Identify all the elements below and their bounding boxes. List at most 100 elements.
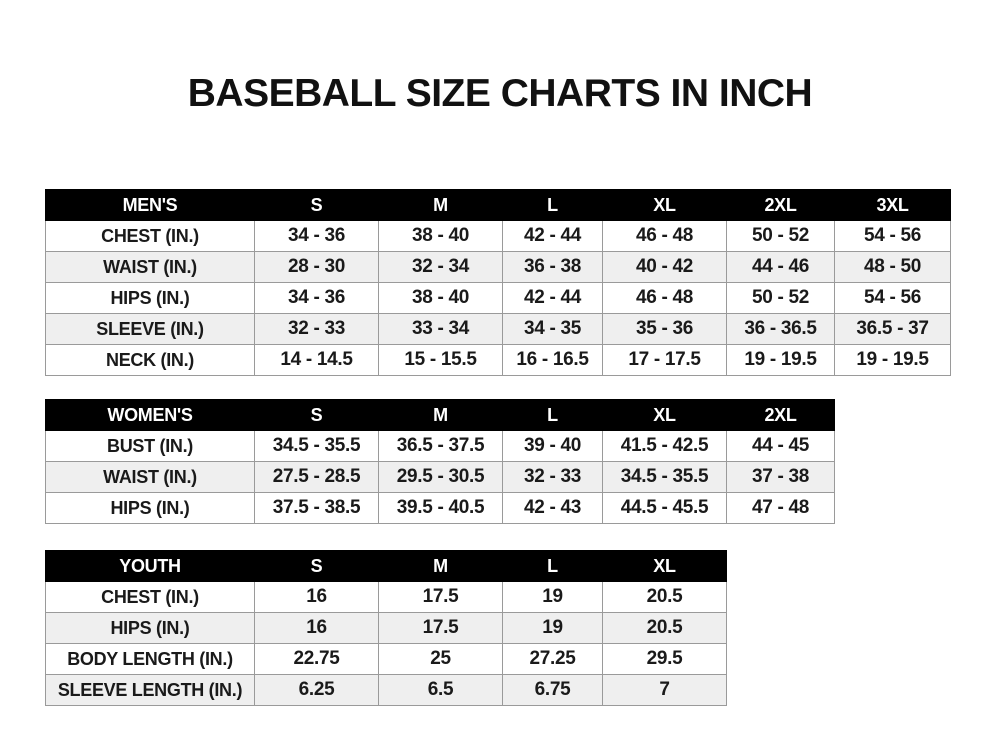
size-value-cell: 16 - 16.5 [502,344,603,376]
size-value-cell: 36.5 - 37.5 [378,430,503,462]
size-value-cell: 34 - 36 [254,220,379,252]
size-value-cell: 42 - 43 [502,492,603,524]
size-value-cell: 39 - 40 [502,430,603,462]
size-value-cell: 54 - 56 [834,282,951,314]
size-value-cell: 19 - 19.5 [834,344,951,376]
table-row: CHEST (IN.) 16 17.5 19 20.5 [45,581,727,613]
size-column-header: XL [602,550,727,582]
size-value-cell: 44 - 45 [726,430,835,462]
measurement-label: HIPS (IN.) [45,612,255,644]
size-value-cell: 20.5 [602,612,727,644]
size-value-cell: 19 [502,612,603,644]
measurement-label: HIPS (IN.) [45,282,255,314]
size-value-cell: 42 - 44 [502,220,603,252]
size-column-header: XL [602,399,727,431]
size-value-cell: 17.5 [378,581,503,613]
size-value-cell: 25 [378,643,503,675]
size-column-header: M [378,550,503,582]
size-value-cell: 36 - 38 [502,251,603,283]
measurement-label: CHEST (IN.) [45,581,255,613]
size-value-cell: 20.5 [602,581,727,613]
size-value-cell: 44.5 - 45.5 [602,492,727,524]
size-value-cell: 6.5 [378,674,503,706]
header-row: WOMEN'S S M L XL 2XL [45,399,835,431]
measurement-label: WAIST (IN.) [45,461,255,493]
measurement-label: NECK (IN.) [45,344,255,376]
table-row: BUST (IN.) 34.5 - 35.5 36.5 - 37.5 39 - 40 4… [45,430,835,462]
size-value-cell: 38 - 40 [378,220,503,252]
size-value-cell: 46 - 48 [602,282,727,314]
measurement-label: WAIST (IN.) [45,251,255,283]
size-value-cell: 16 [254,581,379,613]
table-row: SLEEVE LENGTH (IN.) 6.25 6.5 6.75 7 [45,674,727,706]
table-row: BODY LENGTH (IN.) 22.75 25 27.25 29.5 [45,643,727,675]
size-column-header: XL [602,189,727,221]
size-value-cell: 37.5 - 38.5 [254,492,379,524]
header-row: YOUTH S M L XL [45,550,727,582]
table-row: NECK (IN.) 14 - 14.5 15 - 15.5 16 - 16.5 17 … [45,344,951,376]
size-value-cell: 34 - 35 [502,313,603,345]
size-value-cell: 42 - 44 [502,282,603,314]
table-row: HIPS (IN.) 16 17.5 19 20.5 [45,612,727,644]
table-row: WAIST (IN.) 27.5 - 28.5 29.5 - 30.5 32 - 33… [45,461,835,493]
size-value-cell: 46 - 48 [602,220,727,252]
measurement-label: BUST (IN.) [45,430,255,462]
size-column-header: L [502,189,603,221]
size-value-cell: 36.5 - 37 [834,313,951,345]
measurement-label: SLEEVE LENGTH (IN.) [45,674,255,706]
measurement-label: SLEEVE (IN.) [45,313,255,345]
size-column-header: S [254,189,379,221]
size-value-cell: 36 - 36.5 [726,313,835,345]
size-column-header: S [254,399,379,431]
youth-size-table: YOUTH S M L XL CHEST (IN.) 16 17.5 19 20.5 HIPS (I… [45,550,727,706]
size-value-cell: 17.5 [378,612,503,644]
size-value-cell: 17 - 17.5 [602,344,727,376]
size-value-cell: 19 [502,581,603,613]
table-category-header: YOUTH [45,550,255,582]
size-value-cell: 27.5 - 28.5 [254,461,379,493]
size-column-header: M [378,189,503,221]
table-category-header: MEN'S [45,189,255,221]
size-column-header: 3XL [834,189,951,221]
size-value-cell: 50 - 52 [726,220,835,252]
table-category-header: WOMEN'S [45,399,255,431]
header-row: MEN'S S M L XL 2XL 3XL [45,189,951,221]
size-value-cell: 29.5 - 30.5 [378,461,503,493]
size-value-cell: 37 - 38 [726,461,835,493]
table-row: WAIST (IN.) 28 - 30 32 - 34 36 - 38 40 - 42 4… [45,251,951,283]
size-value-cell: 6.25 [254,674,379,706]
table-row: HIPS (IN.) 37.5 - 38.5 39.5 - 40.5 42 - 43 4… [45,492,835,524]
size-value-cell: 29.5 [602,643,727,675]
size-value-cell: 54 - 56 [834,220,951,252]
size-value-cell: 32 - 34 [378,251,503,283]
size-value-cell: 44 - 46 [726,251,835,283]
size-value-cell: 27.25 [502,643,603,675]
measurement-label: CHEST (IN.) [45,220,255,252]
measurement-label: HIPS (IN.) [45,492,255,524]
size-value-cell: 7 [602,674,727,706]
size-value-cell: 6.75 [502,674,603,706]
size-column-header: L [502,399,603,431]
size-value-cell: 48 - 50 [834,251,951,283]
size-value-cell: 28 - 30 [254,251,379,283]
size-column-header: 2XL [726,399,835,431]
size-value-cell: 39.5 - 40.5 [378,492,503,524]
size-value-cell: 35 - 36 [602,313,727,345]
size-column-header: M [378,399,503,431]
size-value-cell: 33 - 34 [378,313,503,345]
table-row: SLEEVE (IN.) 32 - 33 33 - 34 34 - 35 35 - 36… [45,313,951,345]
page-title: BASEBALL SIZE CHARTS IN INCH [187,72,813,115]
size-column-header: L [502,550,603,582]
size-value-cell: 34 - 36 [254,282,379,314]
measurement-label: BODY LENGTH (IN.) [45,643,255,675]
table-row: CHEST (IN.) 34 - 36 38 - 40 42 - 44 46 - 48 5… [45,220,951,252]
size-column-header: S [254,550,379,582]
size-value-cell: 41.5 - 42.5 [602,430,727,462]
size-value-cell: 19 - 19.5 [726,344,835,376]
size-value-cell: 50 - 52 [726,282,835,314]
size-value-cell: 32 - 33 [502,461,603,493]
table-row: HIPS (IN.) 34 - 36 38 - 40 42 - 44 46 - 48 50… [45,282,951,314]
size-value-cell: 15 - 15.5 [378,344,503,376]
size-value-cell: 14 - 14.5 [254,344,379,376]
size-value-cell: 16 [254,612,379,644]
